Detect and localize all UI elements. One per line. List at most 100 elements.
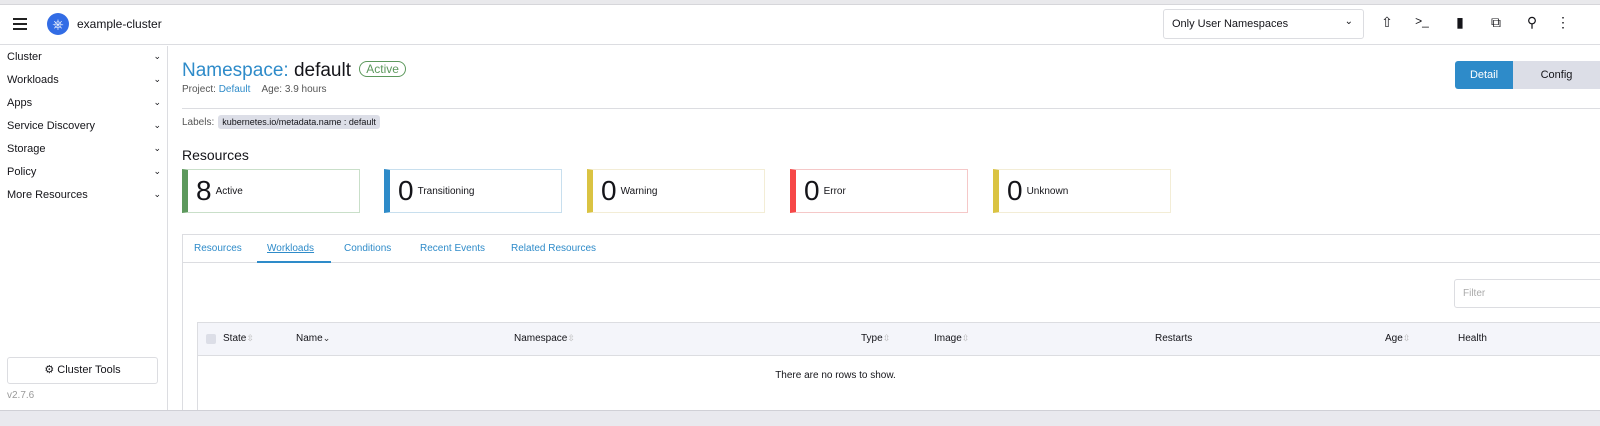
count-card-warning: 0 Warning [587,169,765,213]
count-label: Transitioning [417,185,475,197]
chevron-down-icon: ⌄ [153,74,161,84]
column-label: Age [1385,333,1403,344]
column-type[interactable]: Type⇳ [861,333,890,344]
status-badge: Active [359,61,406,77]
browser-strip [0,0,1600,5]
sidebar-item-storage[interactable]: Storage ⌄ [7,143,161,163]
tab-resources[interactable]: Resources [194,243,242,254]
sidebar-item-cluster[interactable]: Cluster ⌄ [7,51,161,71]
sidebar-item-workloads[interactable]: Workloads ⌄ [7,74,161,94]
tab-recent-events[interactable]: Recent Events [420,243,486,254]
chevron-down-icon: ⌄ [153,166,161,176]
count-label: Warning [620,185,658,197]
count: 0 [398,175,414,206]
column-health: Health [1458,333,1487,344]
chevron-down-icon: ⌄ [153,51,161,61]
select-all-checkbox[interactable] [206,334,216,344]
sidebar-item-policy[interactable]: Policy ⌄ [7,166,161,186]
sidebar-item-label: More Resources [7,189,88,201]
chevron-down-icon: ⌄ [153,97,161,107]
kubernetes-logo-icon: ⎈ [47,13,69,35]
tab-bar: Resources Workloads Conditions Recent Ev… [183,235,1600,263]
count: 0 [601,175,617,206]
search-icon[interactable]: ⚲ [1526,14,1538,30]
cluster-tools-label: Cluster Tools [57,364,121,376]
cluster-name: example-cluster [77,17,162,31]
age: Age: 3.9 hours [261,84,327,95]
count-label: Active [215,185,243,197]
count-card-active: 8 Active [182,169,360,213]
column-state[interactable]: State⇳ [223,333,254,344]
count-card-error: 0 Error [790,169,968,213]
tab-related-resources[interactable]: Related Resources [511,243,597,254]
namespace-name: default [293,60,351,81]
chevron-down-icon: ⌄ [153,120,161,130]
sidebar-item-label: Storage [7,143,46,155]
chevron-down-icon: ⌄ [153,189,161,199]
sort-icon: ⇳ [246,333,254,343]
file-icon[interactable]: ▮ [1456,14,1464,30]
empty-message: There are no rows to show. [775,370,896,381]
upload-icon[interactable]: ⇧ [1381,14,1393,30]
menu-icon[interactable] [13,18,27,30]
more-vertical-icon[interactable]: ⋮ [1556,14,1570,30]
sidebar: Cluster ⌄ Workloads ⌄ Apps ⌄ Service Discov… [0,46,168,410]
namespace-filter-select[interactable]: Only User Namespaces ⌄ [1163,9,1364,39]
count: 8 [196,175,212,206]
sidebar-item-service-discovery[interactable]: Service Discovery ⌄ [7,120,161,140]
column-label: Name [296,333,323,344]
count: 0 [1007,175,1023,206]
filter-input[interactable]: Filter [1454,279,1600,308]
sort-icon: ⇳ [1402,333,1411,343]
tab-conditions[interactable]: Conditions [344,243,392,254]
column-label: Type [861,333,883,344]
column-label: State [223,333,247,344]
sidebar-item-label: Workloads [7,74,59,86]
count-label: Unknown [1026,185,1069,197]
cluster-tools-button[interactable]: ⚙ Cluster Tools [7,357,158,384]
sort-icon: ⇳ [567,333,575,343]
page-meta: Project: Default Age: 3.9 hours [182,84,327,95]
bottom-bar [0,410,1600,426]
project-link[interactable]: Default [218,84,251,95]
chevron-down-icon: ⌄ [153,143,161,153]
terminal-icon[interactable]: >_ [1415,14,1429,28]
title-prefix: Namespace: [182,60,289,81]
version: v2.7.6 [7,390,35,401]
column-namespace[interactable]: Namespace⇳ [514,333,575,344]
sidebar-item-apps[interactable]: Apps ⌄ [7,97,161,117]
sidebar-item-more-resources[interactable]: More Resources ⌄ [7,189,161,209]
sort-icon: ⇳ [961,333,970,343]
header: ⎈ example-cluster Only User Namespaces ⌄ … [0,5,1600,45]
page-title: Namespace: default Active [182,60,406,82]
table-header: State⇳ Name⌄ Namespace⇳ Type⇳ Image⇳ Res… [198,323,1600,356]
detail-button[interactable]: Detail [1455,61,1513,89]
count: 0 [804,175,820,206]
column-label: Image [934,333,962,344]
sidebar-item-label: Service Discovery [7,120,96,132]
tab-workloads[interactable]: Workloads [267,243,315,254]
config-button[interactable]: Config [1513,61,1600,89]
count-label: Error [823,185,846,197]
divider [182,108,1600,109]
column-name[interactable]: Name⌄ [296,333,330,344]
chevron-down-icon: ⌄ [1344,16,1353,27]
active-tab-indicator [257,261,331,263]
labels: Labels: kubernetes.io/metadata.name : def… [182,115,380,129]
sidebar-item-label: Policy [7,166,37,178]
column-label: Namespace [514,333,568,344]
label-chip: kubernetes.io/metadata.name : default [218,115,380,129]
column-age[interactable]: Age⇳ [1385,333,1410,344]
gear-icon: ⚙ [44,364,55,376]
sort-down-icon: ⌄ [322,333,331,343]
sort-icon: ⇳ [882,333,891,343]
column-image[interactable]: Image⇳ [934,333,969,344]
tabs-panel: Resources Workloads Conditions Recent Ev… [182,234,1600,411]
sidebar-item-label: Apps [7,97,33,109]
count-card-unknown: 0 Unknown [993,169,1171,213]
count-card-transitioning: 0 Transitioning [384,169,562,213]
workloads-table: State⇳ Name⌄ Namespace⇳ Type⇳ Image⇳ Res… [197,322,1600,411]
sidebar-item-label: Cluster [7,51,42,63]
namespace-filter-value: Only User Namespaces [1172,18,1289,30]
copy-icon[interactable]: ⧉ [1491,14,1501,30]
